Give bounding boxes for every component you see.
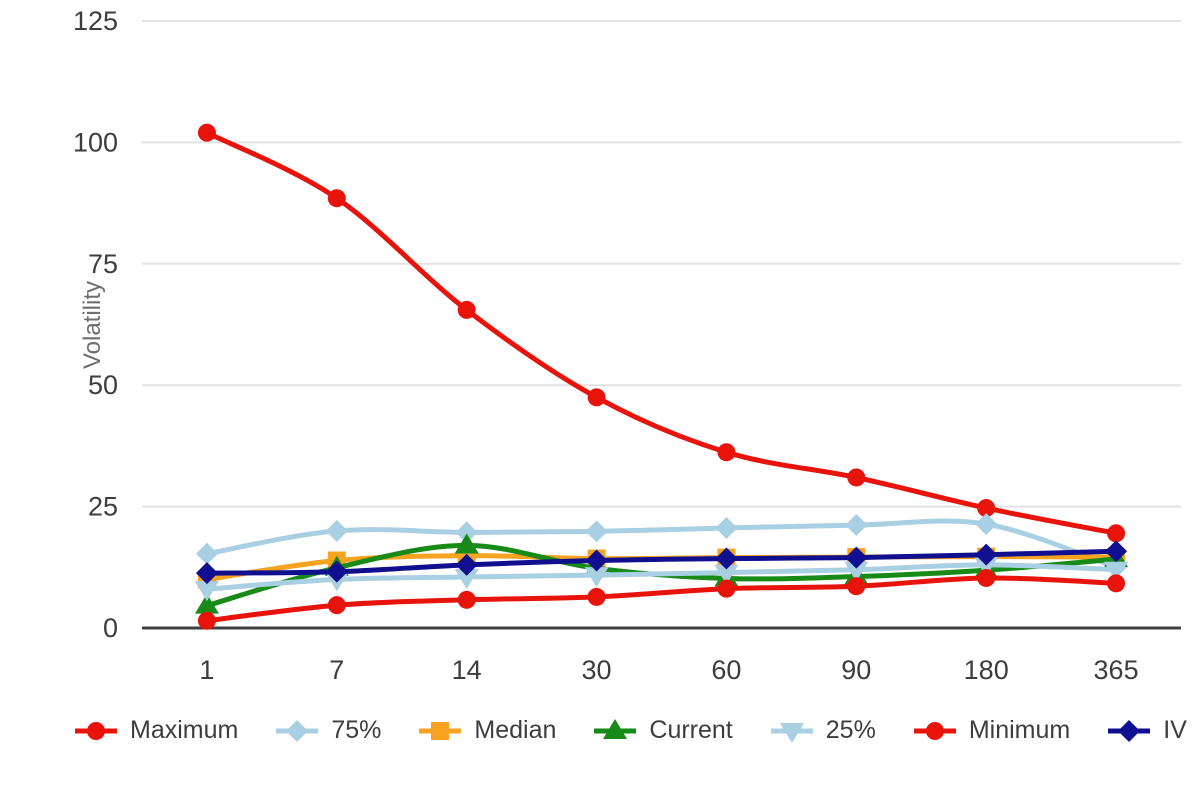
circle-marker-legend (87, 721, 105, 740)
triangle-down-marker-25pct (974, 556, 999, 577)
diamond-marker-iv (585, 549, 608, 572)
legend-marker-circle-icon (913, 721, 956, 740)
series-line-iv (204, 548, 1119, 576)
triangle-down-marker-legend (779, 722, 804, 743)
diamond-marker-iv (845, 546, 868, 569)
plot-area: 0 25 50 75 100 125 1 7 14 30 60 90 180 365 Volatilit… (73, 6, 1181, 685)
series-line-25pct (204, 562, 1119, 592)
y-axis-title: Volatility (79, 281, 106, 369)
circle-marker-minimum (587, 587, 606, 606)
circle-marker-minimum (847, 577, 866, 596)
diamond-marker-75pct (975, 513, 998, 536)
triangle-down-marker-25pct (454, 569, 479, 590)
circle-marker-minimum (327, 596, 346, 615)
circle-marker-minimum (977, 568, 996, 587)
x-tick-label: 90 (841, 655, 871, 685)
square-marker-legend (431, 721, 450, 740)
x-tick-label: 7 (329, 655, 344, 685)
triangle-up-marker-current (194, 593, 219, 614)
diamond-marker-75pct (325, 519, 348, 542)
series-minimum (197, 568, 1126, 630)
legend-marker-circle-icon (75, 721, 117, 740)
circle-marker-maximum (847, 468, 866, 487)
circle-marker-maximum (977, 499, 996, 518)
circle-marker-maximum (457, 300, 476, 319)
circle-marker-minimum (457, 590, 476, 609)
legend-item-iv[interactable]: IV (1106, 716, 1187, 745)
legend-label: Median (474, 716, 557, 744)
series-line-minimum (204, 575, 1119, 624)
circle-marker-maximum (197, 123, 216, 142)
x-axis-tick-labels: 1 7 14 30 60 90 180 365 (199, 655, 1138, 685)
series-25pct (194, 556, 1129, 602)
y-tick-label: 75 (88, 249, 118, 279)
x-tick-label: 180 (964, 655, 1009, 685)
diamond-marker-75pct (585, 520, 608, 543)
diamond-marker-75pct (845, 514, 868, 537)
legend-label: 25% (825, 716, 876, 744)
x-tick-label: 30 (582, 655, 612, 685)
circle-marker-maximum (1107, 524, 1126, 543)
series-line-75pct (204, 518, 1119, 570)
y-tick-label: 0 (103, 613, 118, 643)
triangle-down-marker-25pct (844, 561, 869, 582)
legend-marker-triangle-up-icon (594, 718, 637, 739)
legend: Maximum 75% Median Current 25% Minimum IV (73, 716, 1187, 745)
x-tick-label: 1 (199, 655, 214, 685)
circle-marker-minimum (1107, 574, 1126, 593)
x-tick-label: 14 (452, 655, 482, 685)
diamond-marker-legend (1118, 719, 1141, 742)
circle-marker-maximum (327, 189, 346, 208)
diamond-marker-75pct (195, 542, 218, 565)
triangle-down-marker-25pct (194, 581, 219, 602)
y-tick-label: 125 (73, 6, 118, 36)
triangle-up-marker-current (454, 533, 479, 554)
circle-marker-legend (925, 721, 944, 740)
diamond-marker-75pct (715, 516, 738, 539)
legend-marker-square-icon (419, 721, 462, 740)
legend-item-minimum[interactable]: Minimum (912, 716, 1070, 745)
circle-marker-maximum (587, 388, 606, 407)
circle-marker-maximum (717, 443, 736, 462)
legend-item-75pct[interactable]: 75% (274, 716, 381, 745)
legend-item-25pct[interactable]: 25% (769, 716, 876, 745)
circle-marker-minimum (717, 579, 736, 598)
series-iv (195, 540, 1128, 585)
legend-item-maximum[interactable]: Maximum (73, 716, 238, 745)
legend-item-current[interactable]: Current (592, 716, 733, 745)
triangle-down-marker-25pct (584, 567, 609, 588)
legend-item-median[interactable]: Median (417, 716, 556, 745)
circle-marker-minimum (197, 611, 216, 630)
legend-marker-diamond-icon (1108, 719, 1151, 742)
legend-label: Maximum (130, 716, 239, 744)
legend-marker-triangle-down-icon (770, 722, 813, 743)
diamond-marker-iv (195, 562, 218, 585)
diamond-marker-iv (325, 560, 348, 583)
gridlines (142, 20, 1181, 508)
diamond-marker-iv (455, 553, 478, 576)
y-tick-label: 25 (88, 492, 118, 522)
diamond-marker-75pct (455, 521, 478, 544)
y-tick-label: 50 (88, 370, 118, 400)
series-maximum (197, 123, 1126, 543)
diamond-marker-iv (975, 543, 998, 566)
triangle-down-marker-25pct (1104, 561, 1129, 582)
diamond-marker-iv (1105, 540, 1128, 563)
legend-label: IV (1163, 716, 1187, 744)
diamond-marker-iv (715, 547, 738, 570)
series-lines (194, 123, 1129, 630)
y-axis-tick-labels: 0 25 50 75 100 125 (73, 6, 118, 643)
triangle-down-marker-25pct (714, 564, 739, 585)
x-tick-label: 365 (1094, 655, 1139, 685)
legend-marker-diamond-icon (276, 719, 319, 742)
triangle-up-marker-legend (603, 718, 628, 739)
diamond-marker-legend (286, 719, 309, 742)
series-line-maximum (204, 130, 1119, 536)
legend-label: Minimum (968, 716, 1071, 744)
x-tick-label: 60 (711, 655, 741, 685)
y-tick-label: 100 (73, 127, 118, 157)
legend-label: Current (649, 716, 733, 744)
legend-label: 75% (331, 716, 382, 744)
